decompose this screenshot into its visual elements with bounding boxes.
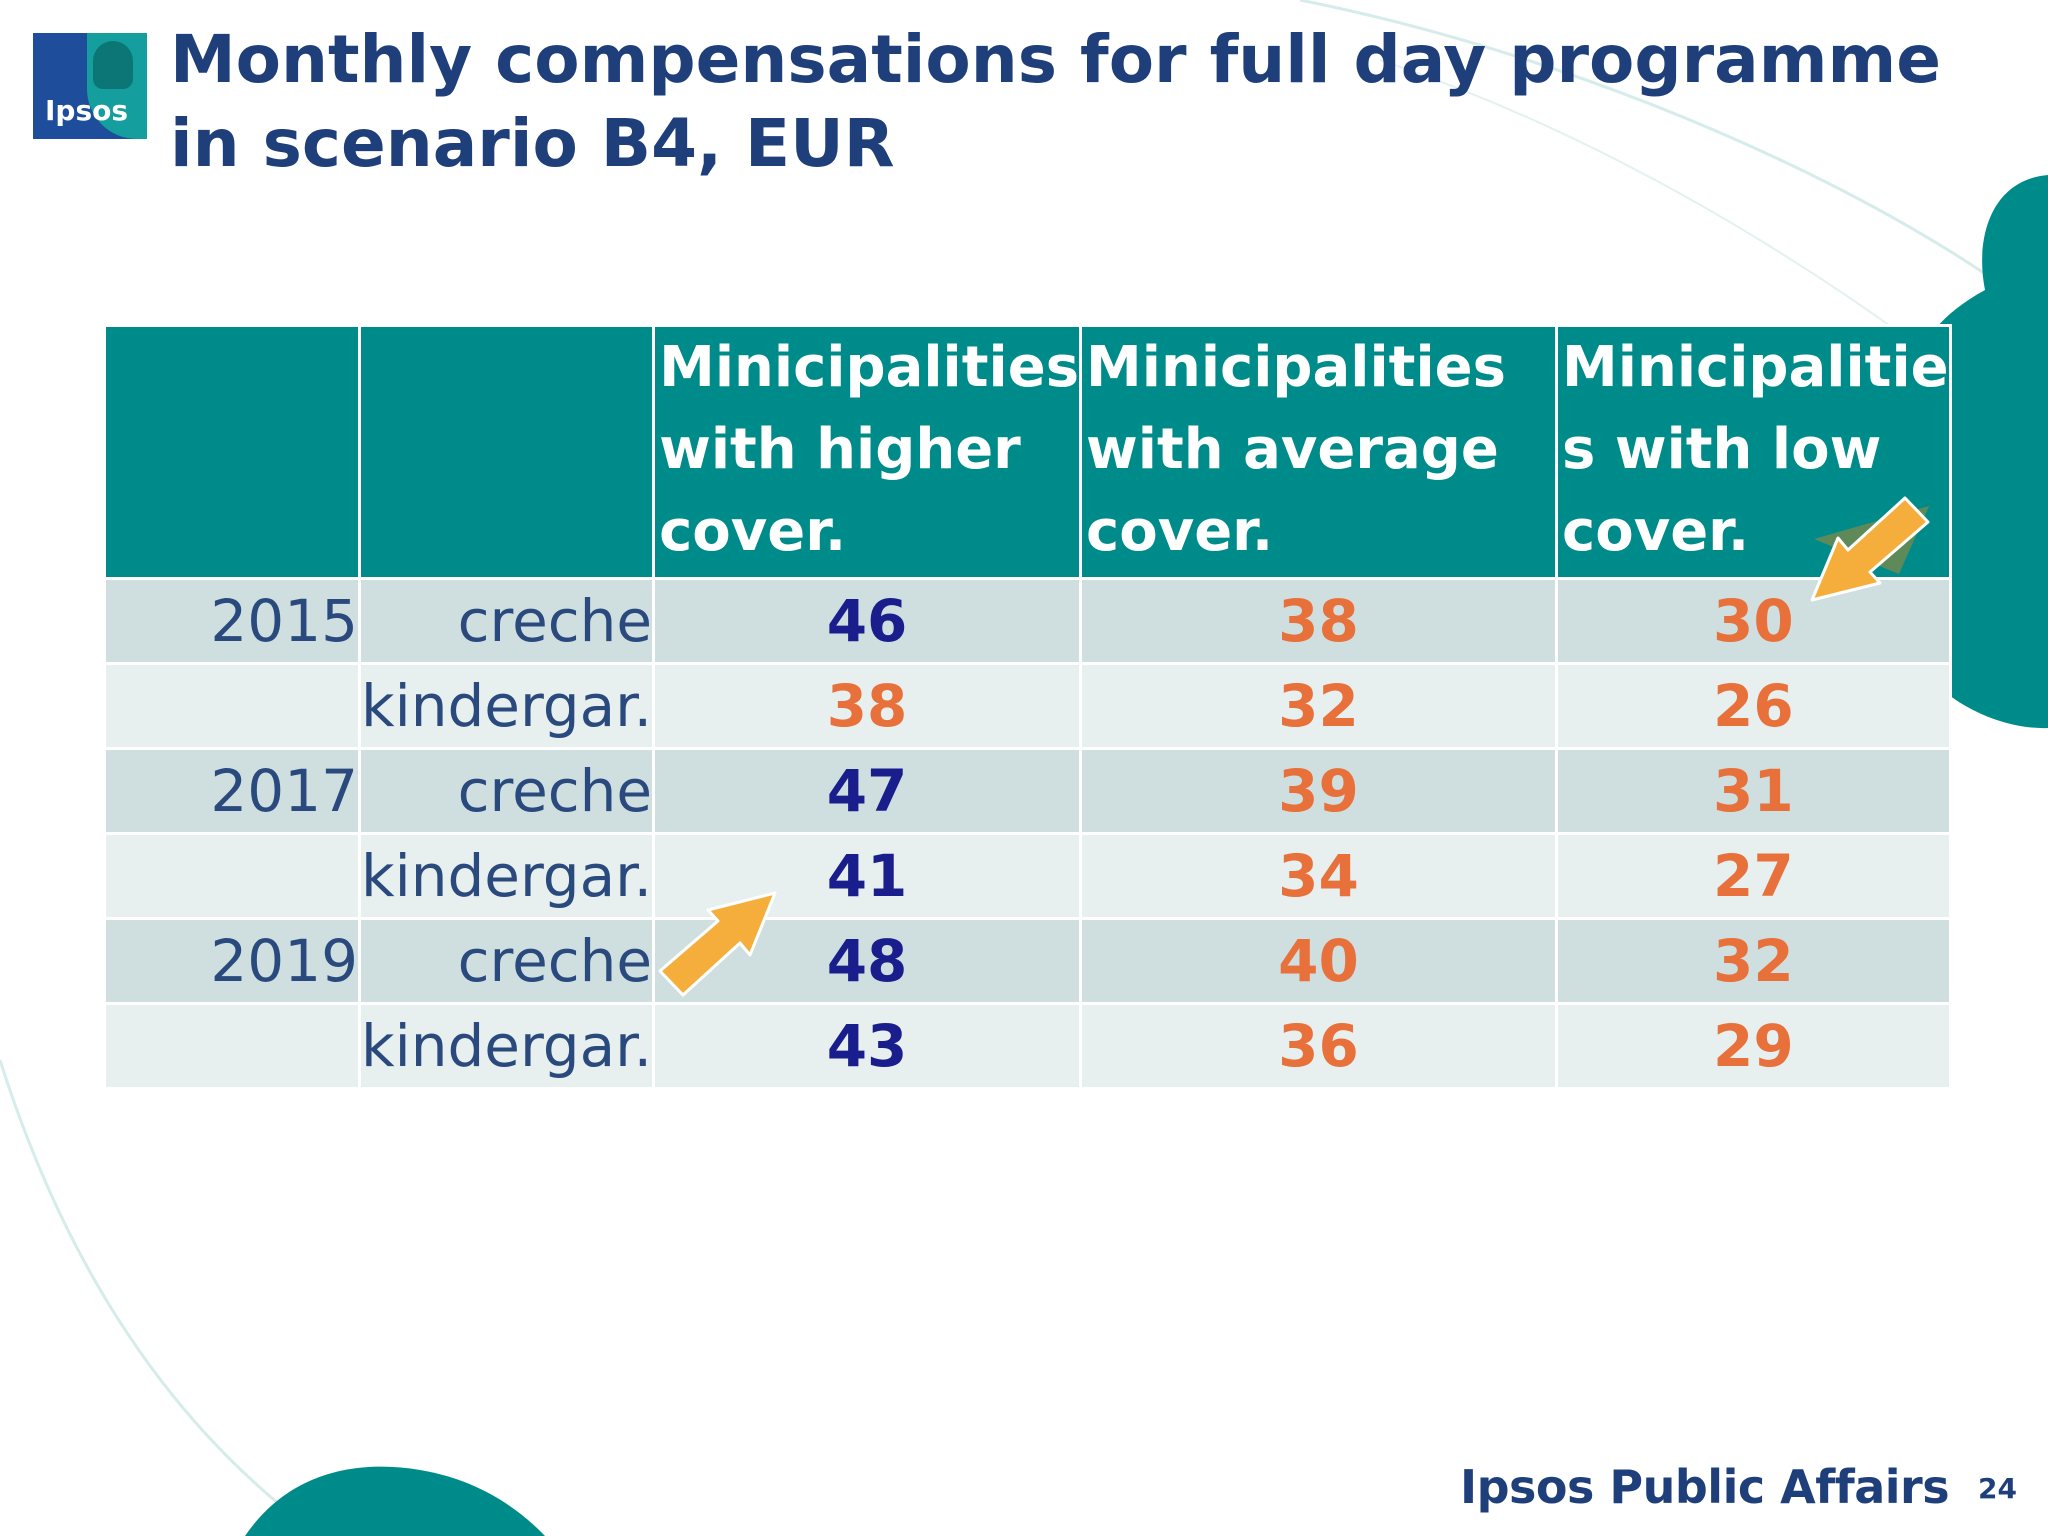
header-cell-year: [103, 324, 361, 580]
value-cell: 40: [1079, 917, 1559, 1005]
table-row: 2017 creche 47 39 31: [103, 747, 1952, 835]
value-cell: 36: [1079, 1002, 1559, 1090]
value-cell: 34: [1079, 832, 1559, 920]
year-cell: 2019: [103, 917, 361, 1005]
logo-figure-icon: [93, 41, 133, 89]
value-cell: 39: [1079, 747, 1559, 835]
type-cell: kindergar.: [357, 832, 656, 920]
value-cell: 32: [1079, 662, 1559, 750]
year-cell: [103, 1002, 361, 1090]
value-cell: 31: [1555, 747, 1952, 835]
type-cell: kindergar.: [357, 1002, 656, 1090]
value-cell: 26: [1555, 662, 1952, 750]
header-cell-higher-cover: Minicipalities with higher cover.: [652, 324, 1083, 580]
type-cell: creche: [357, 747, 656, 835]
value-cell: 38: [1079, 577, 1559, 665]
value-cell: 46: [652, 577, 1083, 665]
type-cell: kindergar.: [357, 662, 656, 750]
header-cell-type: [357, 324, 656, 580]
header-cell-low-cover: Minicipalitie s with low cover.: [1555, 324, 1952, 580]
value-cell: 29: [1555, 1002, 1952, 1090]
value-cell: 47: [652, 747, 1083, 835]
year-cell: 2015: [103, 577, 361, 665]
page-number: 24: [1978, 1472, 2017, 1505]
table-row: kindergar. 38 32 26: [103, 662, 1952, 750]
header-cell-average-cover: Minicipalities with average cover.: [1079, 324, 1559, 580]
value-cell: 41: [652, 832, 1083, 920]
value-cell: 48: [652, 917, 1083, 1005]
ipsos-logo: Ipsos: [33, 33, 147, 139]
type-cell: creche: [357, 577, 656, 665]
value-cell: 27: [1555, 832, 1952, 920]
type-cell: creche: [357, 917, 656, 1005]
year-cell: [103, 662, 361, 750]
compensation-table: Minicipalities with higher cover. Minici…: [103, 324, 1952, 1090]
page-title: Monthly compensations for full day progr…: [170, 21, 1942, 182]
value-cell: 32: [1555, 917, 1952, 1005]
value-cell: 43: [652, 1002, 1083, 1090]
year-cell: 2017: [103, 747, 361, 835]
year-cell: [103, 832, 361, 920]
footer-brand: Ipsos Public Affairs: [1460, 1460, 1950, 1514]
table-header-row: Minicipalities with higher cover. Minici…: [103, 324, 1952, 580]
logo-text: Ipsos: [45, 94, 129, 127]
table-row: kindergar. 41 34 27: [103, 832, 1952, 920]
table-row: kindergar. 43 36 29: [103, 1002, 1952, 1090]
value-cell: 38: [652, 662, 1083, 750]
table-row: 2015 creche 46 38 30: [103, 577, 1952, 665]
value-cell: 30: [1555, 577, 1952, 665]
table-row: 2019 creche 48 40 32: [103, 917, 1952, 1005]
